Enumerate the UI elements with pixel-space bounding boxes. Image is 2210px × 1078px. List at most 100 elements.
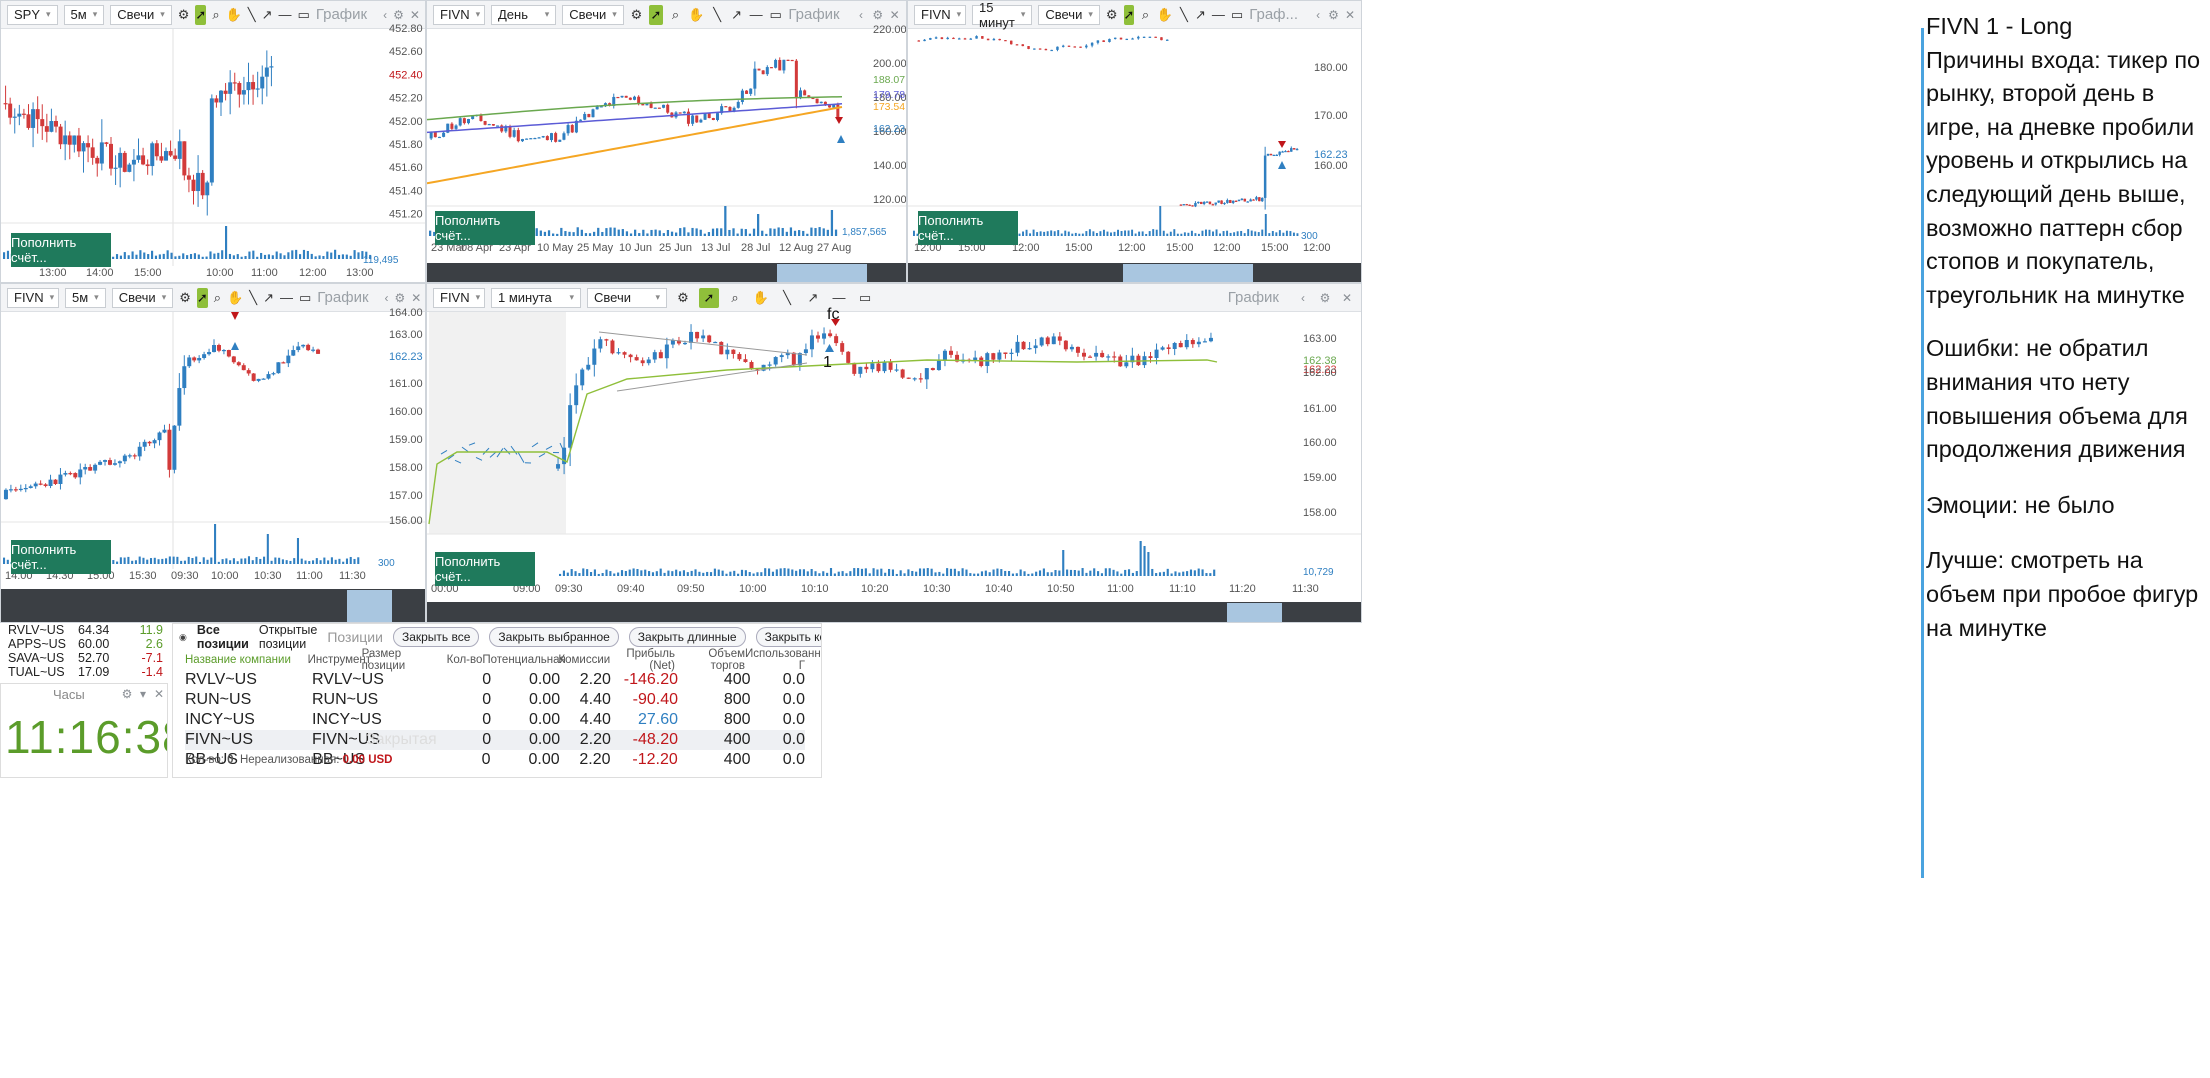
gear-icon[interactable]: ⚙ [1328,7,1339,22]
tab-all-positions[interactable]: Все позиции [196,623,249,651]
arrow-icon[interactable]: ↗ [261,6,273,22]
hline-icon[interactable]: — [1211,7,1225,22]
chevron-left-icon[interactable]: ‹ [1301,290,1305,305]
zoom-icon[interactable]: ⌕ [731,289,739,305]
chart-type-select[interactable]: Свечи ▾ [110,4,172,25]
hline-icon[interactable]: — [749,7,763,22]
ticker-select[interactable]: SPY ▾ [7,4,58,25]
line-icon[interactable]: ╲ [713,6,722,22]
arrow-icon[interactable]: ↗ [807,289,819,305]
gear-icon[interactable]: ⚙ [1319,290,1331,305]
column-header[interactable]: Размер позиции [361,648,406,672]
interval-select[interactable]: 1 минута ▾ [491,287,581,308]
interval-select[interactable]: День ▾ [491,4,557,25]
chevron-left-icon[interactable]: ‹ [859,7,863,22]
settings-icon[interactable]: ⚙ [179,289,191,305]
watchlist-row[interactable]: TUAL~US 17.09 -1.4 [8,665,163,679]
column-header[interactable]: Объем торгов [708,648,745,672]
ticker-select[interactable]: FIVN ▾ [7,287,59,308]
chart-type-select[interactable]: Свечи ▾ [1038,4,1100,25]
gear-icon[interactable]: ⚙ [121,687,133,701]
watchlist-row[interactable]: RVLV~US 64.34 11.9 [8,623,163,637]
gear-icon[interactable]: ⚙ [393,7,404,22]
close-short-button[interactable]: Закрыть короткие [755,627,821,647]
table-row[interactable]: BB~US BB~US 0 0.00 2.20 -12.20 400 0.0 [185,750,805,770]
topup-button[interactable]: Пополнить счёт... [435,211,535,245]
rect-icon[interactable]: ▭ [769,6,782,22]
settings-icon[interactable]: ⚙ [177,6,190,22]
cursor-icon[interactable]: ➚ [699,287,719,308]
table-row[interactable]: RVLV~US RVLV~US 0 0.00 2.20 -146.20 400 0.0 [185,670,805,690]
chart-type-select[interactable]: Свечи ▾ [562,4,624,25]
ticker-select[interactable]: FIVN ▾ [433,287,485,308]
close-icon[interactable]: ✕ [889,7,900,22]
watchlist-row[interactable]: APPS~US 60.00 2.6 [8,637,163,651]
hline-icon[interactable]: — [279,290,293,305]
chart-type-select[interactable]: Свечи ▾ [587,287,667,308]
candle-chart[interactable]: 220.00 200.00 180.00 160.00 140.00 120.00 188.… [427,1,907,283]
table-row[interactable]: INCY~US INCY~US 0 0.00 4.40 27.60 800 0.0 [185,710,805,730]
column-header[interactable]: Потенциальная [482,654,566,666]
line-icon[interactable]: ╲ [249,289,258,305]
zoom-icon[interactable]: ⌕ [671,6,680,22]
ticker-select[interactable]: FIVN ▾ [914,4,966,25]
line-icon[interactable]: ╲ [247,6,256,22]
close-icon[interactable]: ✕ [1344,7,1355,22]
arrow-icon[interactable]: ↗ [263,289,274,305]
candle-chart[interactable]: 164.00 163.00 162.23 161.00 160.00 159.00 158.… [1,284,426,623]
interval-select[interactable]: 15 минут ▾ [972,1,1033,30]
line-icon[interactable]: ╲ [783,289,791,305]
line-icon[interactable]: ╲ [1179,6,1188,22]
chevron-left-icon[interactable]: ‹ [384,290,389,305]
chevron-left-icon[interactable]: ‹ [383,7,388,22]
hline-icon[interactable]: — [278,7,292,22]
cursor-icon[interactable]: ➚ [196,287,208,308]
rect-icon[interactable]: ▭ [297,6,310,22]
close-selected-button[interactable]: Закрыть выбранное [489,627,619,647]
interval-select[interactable]: 5м ▾ [63,4,105,25]
settings-icon[interactable]: ⚙ [677,289,689,305]
gear-icon[interactable]: ⚙ [872,7,884,22]
radio-icon[interactable]: ◉ [179,631,187,642]
table-row[interactable]: RUN~US RUN~US 0 0.00 4.40 -90.40 800 0.0 [185,690,805,710]
rect-icon[interactable]: ▭ [298,289,312,305]
rect-icon[interactable]: ▭ [1230,6,1244,22]
tab-open-positions[interactable]: Открытые позиции [258,623,318,651]
column-header[interactable]: Инструмент [307,654,372,666]
hand-icon[interactable]: ✋ [1156,6,1173,22]
close-icon[interactable]: ✕ [409,7,420,22]
hand-icon[interactable]: ✋ [688,6,705,22]
topup-button[interactable]: Пополнить счёт... [11,233,111,267]
ticker-select[interactable]: FIVN ▾ [433,4,485,25]
close-icon[interactable]: ✕ [153,687,165,701]
hand-icon[interactable]: ✋ [225,6,242,22]
zoom-icon[interactable]: ⌕ [213,289,222,305]
topup-button[interactable]: Пополнить счёт... [435,552,535,586]
settings-icon[interactable]: ⚙ [1105,6,1118,22]
close-long-button[interactable]: Закрыть длинные [628,627,746,647]
rect-icon[interactable]: ▭ [858,289,872,305]
table-row[interactable]: FIVN~US FIVN~US Закрытая 0 0.00 2.20 -48.20 400… [185,730,805,750]
topup-button[interactable]: Пополнить счёт... [11,540,111,574]
arrow-icon[interactable]: ↗ [1195,6,1206,22]
column-header[interactable]: Прибыль (Net) [626,648,675,672]
zoom-icon[interactable]: ⌕ [212,6,220,22]
hand-icon[interactable]: ✋ [752,289,770,305]
chart-type-select[interactable]: Свечи ▾ [111,287,174,308]
watchlist-row[interactable]: SAVA~US 52.70 -7.1 [8,651,163,665]
close-icon[interactable]: ✕ [411,290,422,305]
column-header[interactable]: Название компании [185,654,291,666]
cursor-icon[interactable]: ➚ [649,4,663,25]
cursor-icon[interactable]: ➚ [195,4,207,25]
hline-icon[interactable]: — [832,290,846,305]
topup-button[interactable]: Пополнить счёт... [918,211,1018,245]
interval-select[interactable]: 5м ▾ [65,287,106,308]
column-header[interactable]: Использованная Г [745,648,821,672]
chevron-left-icon[interactable]: ‹ [1316,7,1321,22]
pin-icon[interactable]: ▾ [139,687,147,701]
close-all-button[interactable]: Закрыть все [392,627,480,647]
settings-icon[interactable]: ⚙ [630,6,643,22]
hand-icon[interactable]: ✋ [227,289,244,305]
